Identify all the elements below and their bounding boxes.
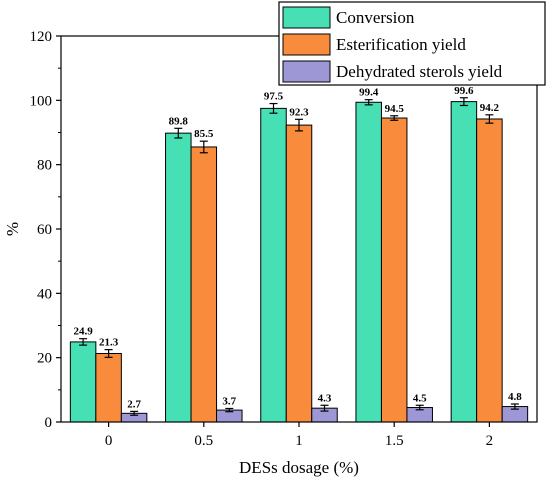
y-tick-label: 0 xyxy=(45,415,53,431)
bar xyxy=(476,118,503,423)
legend-swatch xyxy=(282,60,331,83)
x-axis-title: DESs dosage (%) xyxy=(239,458,359,477)
bar xyxy=(380,117,408,423)
legend-label: Conversion xyxy=(336,8,415,27)
y-tick-label: 80 xyxy=(37,158,52,174)
data-label: 94.5 xyxy=(385,103,405,115)
bar xyxy=(450,101,478,423)
legend-label: Dehydrated sterols yield xyxy=(336,62,503,81)
data-label: 3.7 xyxy=(222,395,236,407)
x-tick-label: 0 xyxy=(105,433,113,449)
bars-layer: 24.9 21.3 2.7 89.8 85.5 3.7 97.5 92.3 4.3 99.4 94.… xyxy=(69,85,529,423)
bar xyxy=(285,124,313,423)
y-tick-label: 40 xyxy=(37,286,52,302)
data-label: 97.5 xyxy=(264,91,284,103)
data-label: 99.6 xyxy=(454,85,474,97)
x-tick-label: 2 xyxy=(486,433,494,449)
data-label: 85.5 xyxy=(194,128,214,140)
y-tick-label: 20 xyxy=(37,351,52,367)
y-tick-label: 100 xyxy=(30,93,53,109)
data-label: 4.8 xyxy=(508,391,522,403)
bar xyxy=(355,101,382,423)
y-tick-label: 120 xyxy=(30,29,53,45)
axes-layer: 0 20 40 60 80 100 120 0 0.5 1 1.5 2 xyxy=(30,29,494,449)
legend-swatch xyxy=(282,33,331,56)
data-label: 94.2 xyxy=(480,102,500,114)
data-label: 21.3 xyxy=(99,337,119,349)
data-label: 4.3 xyxy=(318,392,332,404)
data-label: 4.5 xyxy=(413,392,427,404)
bar xyxy=(95,352,122,423)
y-tick-label: 60 xyxy=(37,222,52,238)
legend: Conversion Esterification yield Dehydrated… xyxy=(278,1,546,86)
data-label: 24.9 xyxy=(73,326,93,338)
bar xyxy=(260,107,287,423)
bar xyxy=(69,341,97,423)
legend-swatch xyxy=(282,6,331,29)
data-label: 2.7 xyxy=(127,398,141,410)
bar xyxy=(165,132,192,423)
legend-label: Esterification yield xyxy=(336,35,466,54)
y-axis-title: % xyxy=(3,222,22,236)
data-label: 89.8 xyxy=(169,115,189,127)
bar xyxy=(190,146,218,423)
data-label: 92.3 xyxy=(289,106,309,118)
x-tick-label: 0.5 xyxy=(194,433,213,449)
x-tick-label: 1.5 xyxy=(385,433,404,449)
x-tick-label: 1 xyxy=(295,433,303,449)
data-label: 99.4 xyxy=(359,87,379,99)
